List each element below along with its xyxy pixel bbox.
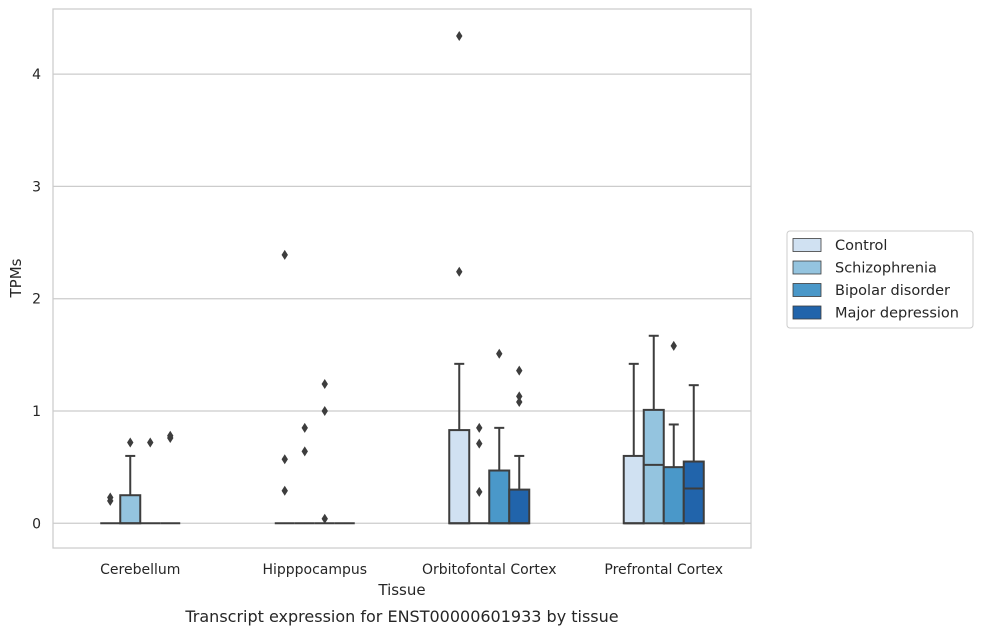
box-body (488, 469, 511, 525)
outlier-point (301, 446, 308, 457)
outlier-point (321, 513, 328, 524)
outlier-point (456, 266, 463, 277)
outlier-point (476, 438, 483, 449)
outlier-point (456, 30, 463, 41)
y-tick-labels: 0 1 2 3 4 (32, 67, 41, 532)
outlier-point (281, 454, 288, 465)
outlier-point (281, 485, 288, 496)
box-control (100, 492, 121, 525)
box-bipolar-disorder (488, 348, 511, 525)
outlier-point (496, 348, 503, 359)
y-tick-label: 3 (32, 179, 41, 195)
y-tick-label: 0 (32, 516, 41, 532)
box-control (274, 249, 295, 525)
x-tick-labels: Cerebellum Hipppocampus Orbitofontal Corte… (100, 562, 723, 578)
box-control (622, 362, 645, 525)
y-tick-label: 2 (32, 292, 41, 308)
plot-frame (52, 8, 752, 549)
legend-label: Schizophrenia (835, 261, 937, 277)
outlier-point (167, 430, 174, 441)
box-major-depression (508, 365, 531, 525)
outlier-point (127, 437, 134, 448)
box-body (448, 429, 471, 525)
outlier-point (147, 437, 154, 448)
y-axis-label: TPMs (7, 258, 25, 298)
legend-entry: Bipolar disorder (792, 283, 950, 299)
legend-swatch (792, 305, 822, 320)
x-axis-label: Tissue (377, 581, 425, 599)
legend-entry: Schizophrenia (792, 260, 937, 277)
legend-frame (786, 230, 974, 329)
box-control (448, 30, 471, 525)
outlier-point (107, 492, 114, 503)
outlier-point (516, 391, 523, 402)
box-body (662, 466, 685, 525)
x-tick-label: Orbitofontal Cortex (422, 562, 557, 578)
outlier-point (516, 397, 523, 408)
box-schizophrenia (469, 422, 490, 525)
outlier-point (321, 406, 328, 417)
x-tick-label: Prefrontal Cortex (604, 562, 723, 578)
box-body (119, 494, 142, 525)
legend-label: Major depression (835, 306, 959, 322)
box-groups (100, 30, 705, 525)
box-body (508, 488, 531, 525)
y-tick-label: 4 (32, 67, 41, 83)
legend-entry: Major depression (792, 305, 959, 322)
box-schizophrenia (294, 422, 315, 525)
legend-label: Bipolar disorder (835, 283, 950, 299)
legend-entry: Control (792, 238, 887, 254)
box-body (642, 408, 665, 525)
legend-swatch (792, 260, 822, 275)
outlier-point (281, 249, 288, 260)
legend: Control Schizophrenia Bipolar disorder Majo… (786, 230, 974, 329)
legend-swatch (792, 283, 822, 297)
outlier-point (476, 422, 483, 433)
box-body (682, 460, 705, 525)
outlier-point (516, 365, 523, 376)
chart-caption: Transcript expression for ENST0000060193… (184, 607, 618, 626)
x-tick-label: Hipppocampus (262, 562, 367, 578)
box-bipolar-disorder (314, 379, 335, 525)
outlier-point (321, 379, 328, 390)
box-major-depression (682, 384, 705, 525)
box-body (622, 454, 645, 525)
box-bipolar-disorder (140, 437, 161, 525)
x-tick-label: Cerebellum (100, 562, 180, 578)
box-schizophrenia (119, 437, 142, 525)
outlier-point (476, 486, 483, 497)
box-major-depression (160, 430, 181, 525)
outlier-point (670, 340, 677, 351)
legend-label: Control (835, 238, 887, 254)
box-bipolar-disorder (662, 340, 685, 525)
legend-swatch (792, 238, 822, 252)
outlier-point (301, 422, 308, 433)
y-tick-label: 1 (32, 404, 41, 420)
